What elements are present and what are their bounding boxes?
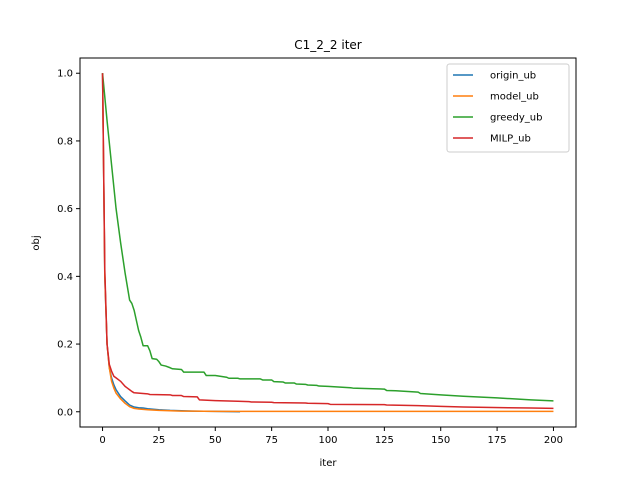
x-tick-label: 200: [544, 435, 563, 446]
x-tick-label: 50: [209, 435, 222, 446]
legend: origin_ub model_ub greedy_ub MILP_ub: [446, 63, 570, 153]
y-tick-label: 0.0: [57, 407, 73, 418]
y-tick-label: 0.4: [57, 272, 73, 283]
x-axis-label: iter: [320, 458, 338, 469]
legend-label: greedy_ub: [490, 113, 543, 124]
series-line-MILP-ub: [101, 73, 554, 410]
x-tick-label: 25: [153, 435, 166, 446]
series-line-model-ub: [101, 73, 554, 413]
legend-label: MILP_ub: [490, 134, 531, 145]
legend-label: model_ub: [490, 92, 539, 103]
x-tick-label: 75: [265, 435, 278, 446]
x-tick-label: 125: [375, 435, 394, 446]
x-axis-ticks: 0 25 50 75 100 125 150 175 200: [99, 427, 563, 446]
y-tick-label: 1.0: [57, 69, 73, 80]
legend-label: origin_ub: [490, 71, 536, 82]
y-tick-label: 0.8: [57, 136, 73, 147]
legend-frame: [446, 63, 570, 153]
y-axis-label: obj: [31, 235, 42, 250]
x-tick-label: 175: [488, 435, 507, 446]
series-line-greedy-ub: [101, 73, 554, 402]
plot-area: [101, 73, 554, 413]
x-tick-label: 0: [99, 435, 105, 446]
x-tick-label: 150: [431, 435, 450, 446]
axes-frame: [79, 57, 577, 428]
chart-title: C1_2_2 iter: [294, 38, 362, 52]
y-tick-label: 0.6: [57, 204, 73, 215]
y-tick-label: 0.2: [57, 340, 73, 351]
x-tick-label: 100: [318, 435, 337, 446]
y-axis-ticks: 0.0 0.2 0.4 0.6 0.8 1.0: [57, 69, 80, 418]
